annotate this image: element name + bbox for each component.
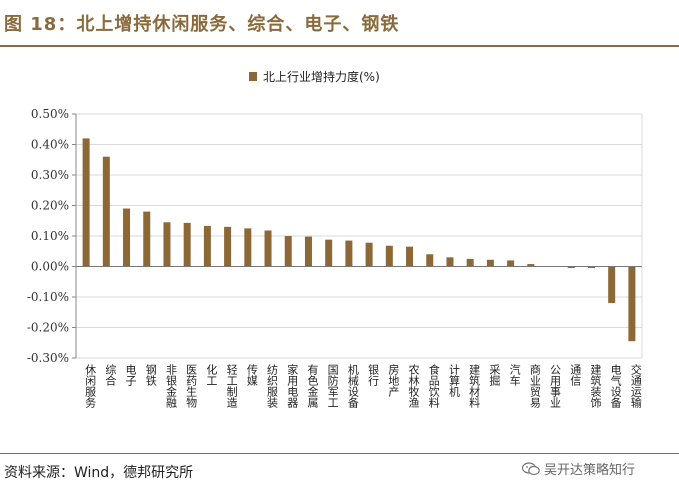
bar-建筑材料 (466, 258, 474, 267)
source-note: 资料来源：Wind，德邦研究所 (4, 465, 194, 481)
bar-电子 (123, 208, 131, 267)
x-tick-label: 公用事业 (549, 364, 562, 408)
bar-建筑装饰 (587, 266, 595, 269)
x-tick-label: 化工 (205, 363, 218, 386)
x-tick-label: 房地产 (387, 364, 400, 398)
bar-轻工制造 (224, 226, 232, 267)
x-tick-label: 计算机 (447, 364, 460, 397)
bar-纺织服装 (264, 230, 272, 267)
bar-钢铁 (143, 211, 151, 267)
bar-通信 (567, 266, 575, 269)
bar-农林牧渔 (406, 246, 414, 267)
y-tick-label: 0.40% (31, 138, 69, 152)
bar-国防军工 (325, 239, 333, 267)
wechat-icon (522, 461, 540, 475)
figure-title: 图 18：北上增持休闲服务、综合、电子、钢铁 (4, 14, 400, 35)
x-tick-label: 轻工制造 (225, 363, 238, 408)
x-tick-label: 食品饮料 (427, 363, 440, 409)
x-tick-label: 银行 (367, 363, 380, 387)
y-tick-label: -0.20% (27, 321, 69, 335)
x-tick-label: 纺织服装 (266, 363, 279, 409)
x-tick-label: 国防军工 (326, 364, 339, 408)
x-tick-label: 家用电器 (286, 363, 299, 409)
watermark-text: 吴开达策略知行 (544, 463, 636, 478)
legend-swatch (249, 72, 257, 81)
y-tick-label: 0.50% (31, 107, 69, 121)
bar-汽车 (507, 260, 515, 267)
bar-电气设备 (608, 266, 616, 304)
x-tick-label: 医药生物 (185, 364, 198, 408)
x-tick-label: 电子 (124, 364, 137, 386)
watermark: 吴开达策略知行 (522, 459, 635, 478)
y-tick-label: -0.10% (27, 290, 69, 304)
bar-房地产 (385, 245, 393, 267)
x-tick-label: 传媒 (245, 364, 258, 387)
y-tick-label: 0.20% (31, 199, 69, 213)
y-tick-label: 0.00% (31, 260, 69, 274)
bar-chart: 北上行业增持力度(%) 0.50% 0.40% 0.30% 0.20% 0.10% 0.00… (27, 69, 643, 409)
bar-传媒 (244, 228, 252, 267)
bar-化工 (203, 225, 211, 267)
title-divider (0, 45, 679, 47)
x-tick-label: 综合 (104, 363, 117, 386)
bar-交通运输 (628, 266, 636, 342)
bar-综合 (102, 156, 110, 267)
bar-非银金融 (163, 222, 171, 267)
bar-家用电器 (284, 236, 292, 267)
x-tick-label: 交通运输 (629, 363, 642, 409)
bar-采掘 (486, 259, 494, 267)
x-tick-label: 采掘 (488, 364, 501, 387)
x-tick-label: 农林牧渔 (407, 363, 420, 409)
x-tick-label: 休闲服务 (84, 364, 97, 408)
x-tick-label: 汽车 (508, 363, 521, 387)
x-tick-label: 建筑装饰 (589, 363, 602, 408)
bar-银行 (365, 242, 373, 267)
x-tick-label: 有色金属 (306, 363, 319, 409)
bar-商业贸易 (527, 264, 535, 267)
y-tick-label: -0.30% (27, 351, 69, 365)
bar-有色金属 (304, 236, 312, 267)
y-tick-label: 0.10% (31, 229, 69, 243)
legend-label: 北上行业增持力度(%) (263, 69, 380, 84)
x-tick-label: 非银金融 (164, 364, 177, 409)
x-tick-label: 机械设备 (346, 363, 359, 409)
x-tick-label: 通信 (569, 364, 582, 387)
x-tick-label: 电气设备 (609, 364, 622, 409)
bar-机械设备 (345, 240, 353, 267)
x-tick-label: 商业贸易 (528, 363, 541, 409)
bar-计算机 (446, 257, 454, 267)
bar-休闲服务 (82, 138, 90, 267)
x-tick-label: 钢铁 (144, 364, 157, 386)
footer-divider (0, 453, 679, 454)
x-tick-label: 建筑材料 (468, 363, 481, 409)
bar-医药生物 (183, 222, 191, 267)
y-tick-label: 0.30% (31, 168, 69, 182)
bar-食品饮料 (426, 254, 434, 267)
